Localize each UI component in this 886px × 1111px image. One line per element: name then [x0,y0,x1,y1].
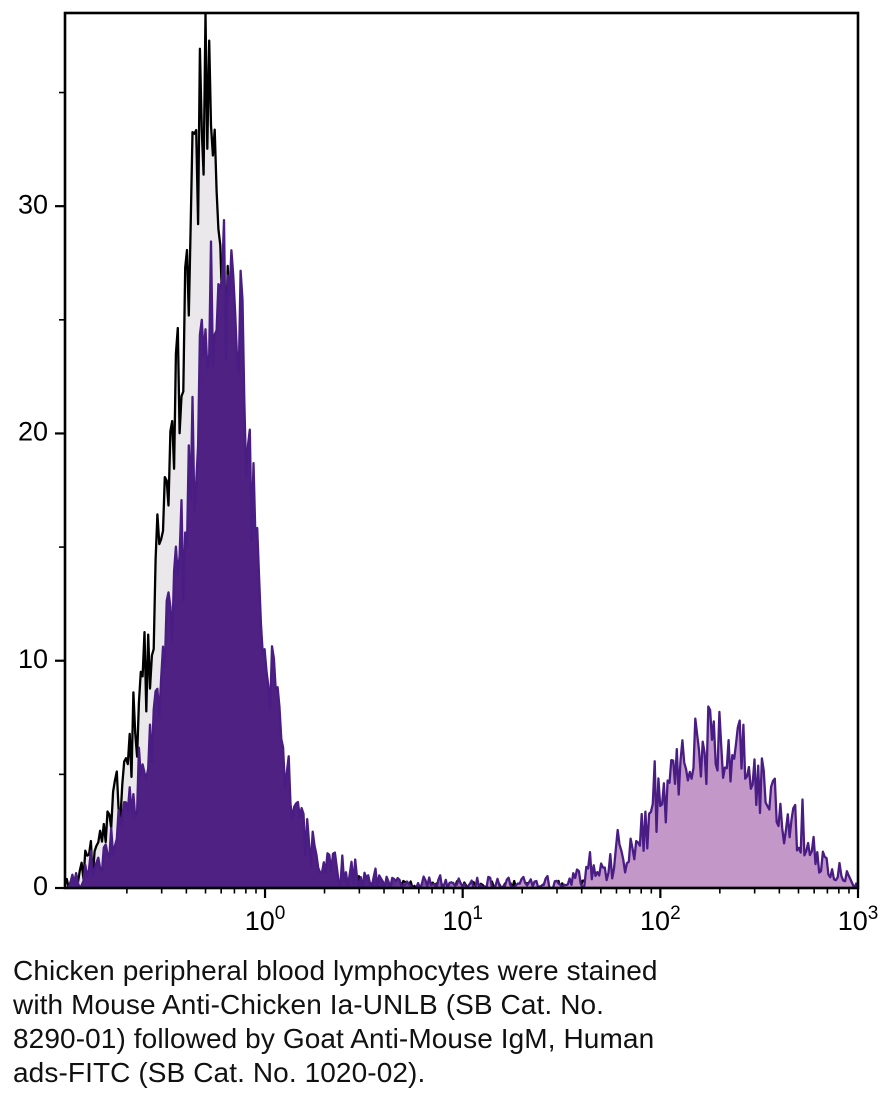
x-tick-label: 101 [442,903,483,936]
caption-line-2: with Mouse Anti-Chicken Ia-UNLB (SB Cat.… [13,989,605,1020]
caption-line-4: ads-FITC (SB Cat. No. 1020-02). [13,1057,426,1088]
purple-stained-histogram [65,218,858,888]
x-tick-label: 100 [245,903,286,936]
figure-caption: Chicken peripheral blood lymphocytes wer… [13,954,853,1090]
caption-line-1: Chicken peripheral blood lymphocytes wer… [13,955,658,986]
y-tick-label: 20 [18,417,48,447]
y-tick-label: 30 [18,189,48,219]
x-tick-label: 103 [838,903,879,936]
plot-border [63,11,860,890]
y-tick-label: 10 [18,644,48,674]
flow-histogram-chart: 0 10 20 30 100 101 102 103 [18,11,879,936]
caption-line-3: 8290-01) followed by Goat Anti-Mouse IgM… [13,1023,655,1054]
y-tick-label: 0 [33,871,48,901]
histogram-series-group [65,13,858,888]
x-tick-label: 102 [640,903,681,936]
